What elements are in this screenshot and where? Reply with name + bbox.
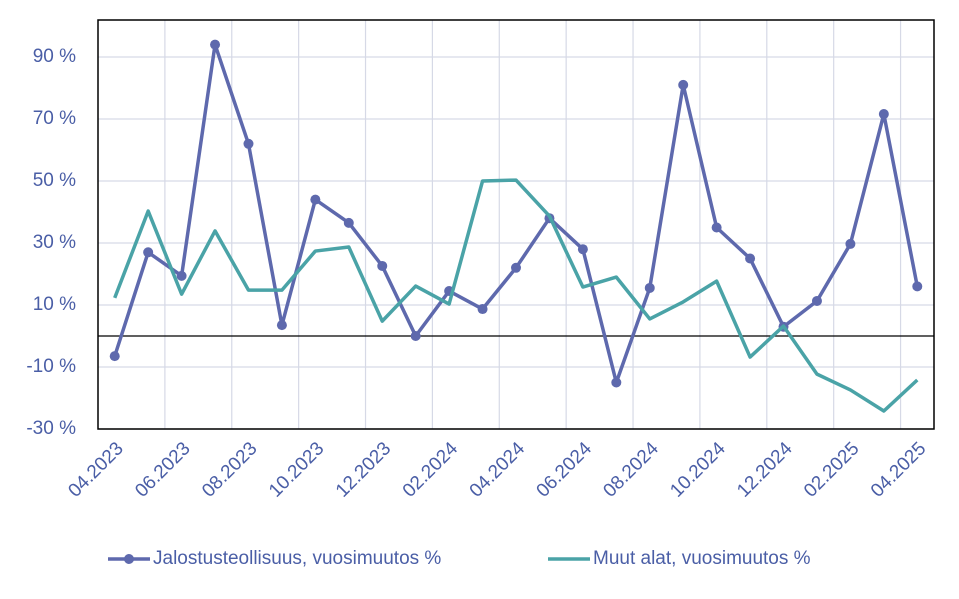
x-tick-label: 10.2024 xyxy=(666,438,730,502)
x-tick-label: 08.2024 xyxy=(599,438,663,502)
y-tick-label: 90 % xyxy=(33,46,76,67)
x-tick-label: 04.2024 xyxy=(466,438,530,502)
data-point xyxy=(310,194,321,205)
x-tick-label: 06.2024 xyxy=(533,438,597,502)
data-point xyxy=(377,260,388,271)
data-point xyxy=(176,270,187,281)
grid xyxy=(98,20,934,430)
y-tick-label: 30 % xyxy=(33,232,76,253)
data-point xyxy=(477,304,488,315)
data-point xyxy=(845,238,856,249)
data-point xyxy=(577,244,588,255)
data-point xyxy=(711,222,722,233)
data-point xyxy=(243,138,254,149)
data-point xyxy=(811,295,822,306)
x-tick-label: 02.2024 xyxy=(399,438,463,502)
x-tick-label: 04.2023 xyxy=(64,438,127,501)
series-line xyxy=(113,42,919,385)
y-tick-label: 10 % xyxy=(33,294,76,315)
x-tick-label: 12.2024 xyxy=(733,438,797,502)
x-tick-label: 08.2023 xyxy=(198,438,261,501)
data-point xyxy=(343,217,354,228)
data-point xyxy=(511,262,521,273)
data-point xyxy=(878,109,889,120)
x-tick-label: 10.2023 xyxy=(265,438,328,501)
y-tick-label: 70 % xyxy=(33,108,76,129)
series-line xyxy=(113,178,919,413)
x-tick-label: 04.2025 xyxy=(867,438,930,501)
x-tick-label: 06.2023 xyxy=(131,438,194,501)
data-point xyxy=(109,351,120,362)
legend-label: Muut alat, vuosimuutos % xyxy=(593,548,811,569)
data-point xyxy=(912,281,923,292)
legend-marker xyxy=(124,554,134,564)
y-tick-label: -30 % xyxy=(26,418,76,439)
y-tick-label: 50 % xyxy=(33,170,76,191)
data-point xyxy=(644,282,655,293)
data-point xyxy=(210,39,221,50)
data-point xyxy=(611,377,622,388)
data-point xyxy=(745,253,756,264)
marks xyxy=(109,39,923,413)
y-tick-label: -10 % xyxy=(26,356,76,377)
data-point xyxy=(143,247,154,258)
data-point xyxy=(276,320,287,331)
data-point xyxy=(678,79,689,90)
x-tick-label: 02.2025 xyxy=(800,438,863,501)
plot-frame xyxy=(97,19,935,430)
data-point xyxy=(410,331,421,341)
x-tick-label: 12.2023 xyxy=(332,438,395,501)
legend-label: Jalostusteollisuus, vuosimuutos % xyxy=(153,548,441,569)
